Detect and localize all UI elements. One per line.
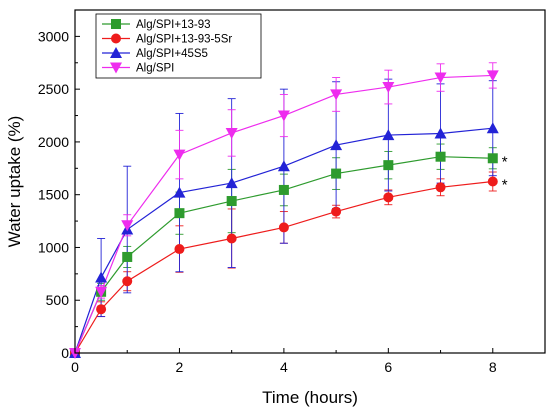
data-point — [95, 271, 108, 283]
significance-star: * — [502, 177, 508, 194]
data-point — [487, 176, 498, 187]
legend-label: Alg/SPI — [136, 63, 174, 75]
legend: Alg/SPI+13-93 Alg/SPI+13-93-5Sr Alg/SPI+45… — [95, 13, 262, 79]
x-tick-label: 2 — [176, 359, 184, 375]
legend-label: Alg/SPI+45S5 — [136, 48, 208, 60]
y-tick-labels: 0 500 1000 1500 2000 2500 3000 — [38, 28, 69, 361]
y-tick-label: 2000 — [38, 134, 69, 150]
x-tick-label: 4 — [280, 359, 288, 375]
data-point — [226, 233, 237, 244]
y-tick-label: 0 — [61, 345, 69, 361]
y-tick-label: 1500 — [38, 187, 69, 203]
y-tick-label: 3000 — [38, 28, 69, 44]
data-point — [173, 186, 186, 198]
y-tick-label: 2500 — [38, 81, 69, 97]
data-point — [383, 160, 394, 171]
data-point — [96, 304, 107, 315]
legend-marker — [110, 47, 122, 58]
x-tick-label: 0 — [71, 359, 79, 375]
data-point — [486, 122, 499, 134]
y-axis-title: Water uptake (%) — [5, 116, 24, 248]
data-point — [122, 251, 133, 262]
x-tick-label: 8 — [489, 359, 497, 375]
x-tick-label: 6 — [384, 359, 392, 375]
data-point — [330, 89, 343, 101]
data-point — [330, 139, 343, 151]
data-point — [487, 153, 498, 164]
significance-annotations: ** — [502, 153, 508, 193]
x-tick-labels: 0 2 4 6 8 — [71, 359, 497, 375]
data-point — [174, 244, 185, 255]
significance-star: * — [502, 153, 508, 170]
data-point — [121, 220, 134, 232]
data-point — [173, 149, 186, 161]
data-point — [122, 276, 133, 287]
data-point — [434, 72, 447, 84]
data-point — [278, 222, 289, 233]
data-point — [277, 110, 290, 122]
legend-marker — [110, 62, 122, 74]
data-point — [382, 129, 395, 141]
series-line — [74, 127, 493, 354]
series-line — [74, 180, 493, 354]
data-point — [174, 208, 185, 219]
series-line — [74, 74, 493, 354]
data-point — [95, 286, 108, 298]
axis-ticks — [74, 35, 494, 354]
y-tick-label: 1000 — [38, 239, 69, 255]
data-point — [486, 70, 499, 82]
legend-label: Alg/SPI+13-93-5Sr — [136, 34, 232, 46]
data-point — [226, 196, 237, 207]
series-line — [74, 156, 493, 354]
data-point — [277, 160, 290, 172]
data-point — [383, 192, 394, 203]
data-point — [225, 177, 238, 189]
data-point — [434, 127, 447, 139]
legend-marker — [111, 33, 121, 44]
data-point — [435, 151, 446, 162]
legend-label: Alg/SPI+13-93 — [136, 19, 210, 31]
y-tick-label: 500 — [46, 292, 70, 308]
plot-frame — [74, 9, 546, 354]
data-point — [278, 184, 289, 195]
data-point — [331, 206, 342, 217]
x-axis-title: Time (hours) — [262, 388, 358, 407]
data-point — [382, 82, 395, 94]
data-point — [225, 127, 238, 139]
legend-marker — [111, 19, 121, 29]
data-point — [331, 168, 342, 179]
data-point — [435, 182, 446, 193]
series-lines — [74, 74, 493, 354]
